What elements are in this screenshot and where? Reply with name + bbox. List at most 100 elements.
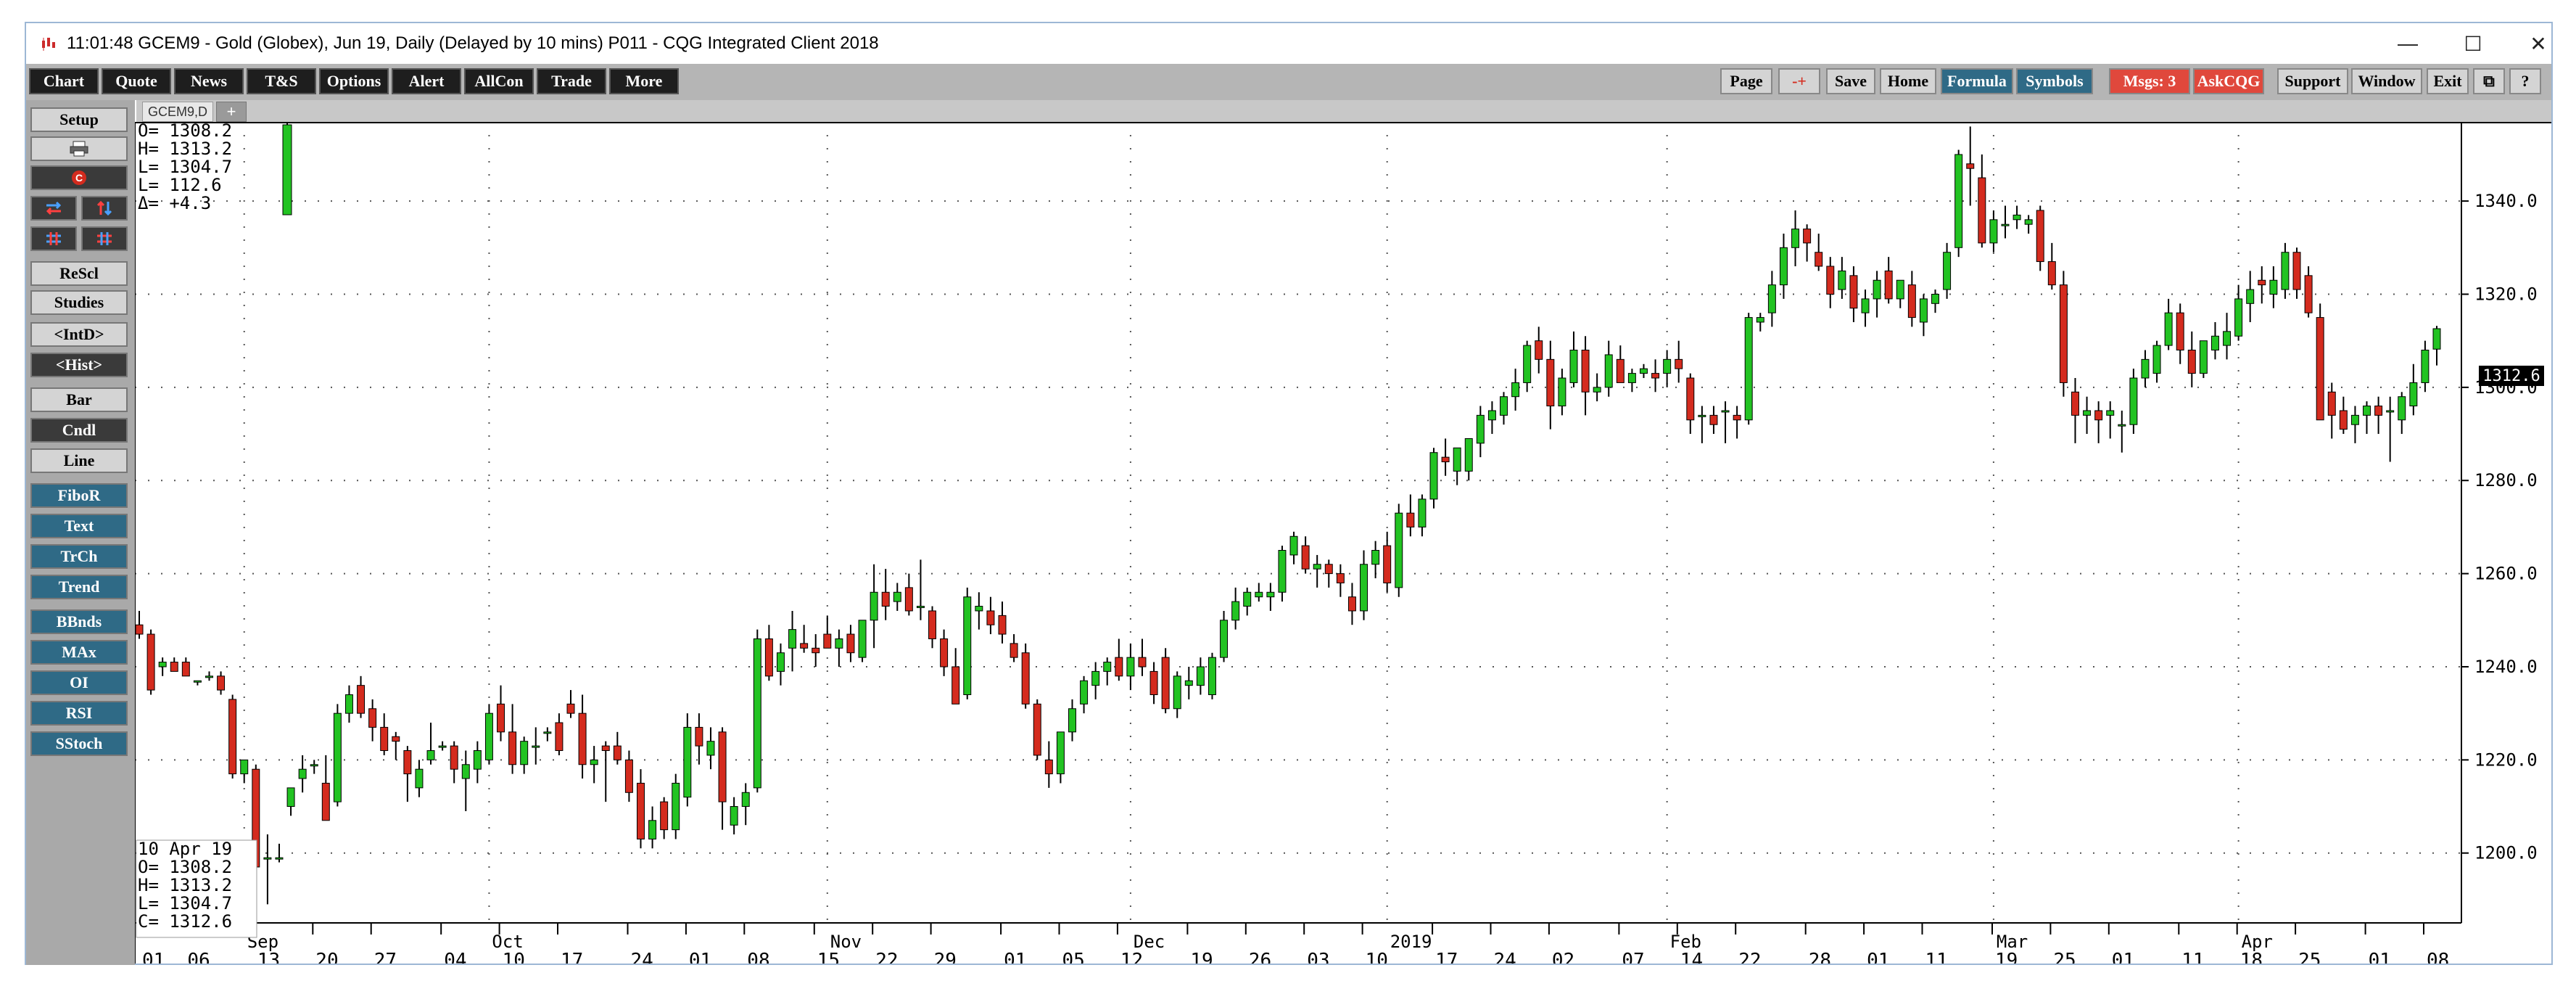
rsi-button[interactable]: RSI — [30, 701, 128, 726]
y-tick-label: 1280.0 — [2474, 470, 2538, 490]
studies-button[interactable]: Studies — [30, 290, 128, 315]
candle-chart-button[interactable]: Cndl — [30, 418, 128, 443]
messages-button[interactable]: Msgs: 3 — [2109, 68, 2190, 94]
candle-body — [776, 652, 785, 672]
close-icon[interactable]: ✕ — [2530, 32, 2547, 55]
candle-body — [637, 782, 645, 839]
candle-body — [1709, 414, 1718, 425]
tab-gcem9[interactable]: GCEM9,D — [142, 102, 213, 122]
add-tab-button[interactable]: + — [216, 102, 247, 122]
candle-body — [170, 662, 178, 672]
candle-body — [532, 745, 540, 748]
main-toolbar: Chart Quote News T&S Options Alert AllCo… — [26, 64, 2551, 100]
y-tick-label: 1260.0 — [2474, 564, 2538, 584]
candle-body — [2350, 414, 2359, 425]
help-icon[interactable]: ? — [2509, 68, 2541, 94]
y-tick-label: 1200.0 — [2474, 843, 2538, 863]
moving-average-button[interactable]: MAx — [30, 640, 128, 665]
trend-line-button[interactable]: Trend — [30, 575, 128, 599]
candle-body — [415, 768, 424, 789]
title-bar[interactable]: 11:01:48 GCEM9 - Gold (Globex), Jun 19, … — [26, 23, 2551, 64]
candle-body — [916, 606, 925, 609]
grid-cross-icon[interactable] — [30, 226, 77, 251]
open-interest-button[interactable]: OI — [30, 670, 128, 695]
exit-button[interactable]: Exit — [2427, 68, 2469, 94]
grid-cross-alt-icon[interactable] — [81, 226, 128, 251]
swap-vertical-icon[interactable] — [81, 196, 128, 221]
candle-body — [1604, 354, 1613, 388]
trend-channel-button[interactable]: TrCh — [30, 544, 128, 569]
allcon-button[interactable]: AllCon — [464, 68, 534, 94]
price-chart[interactable]: 1200.01220.01240.01260.01280.01300.01320… — [135, 122, 2551, 964]
candle-body — [426, 750, 435, 760]
home-button[interactable]: Home — [1880, 68, 1936, 94]
symbols-button[interactable]: Symbols — [2016, 68, 2093, 94]
cqg-logo-icon[interactable]: C — [30, 165, 128, 190]
candle-body — [1767, 284, 1776, 313]
y-tick-label: 1320.0 — [2474, 284, 2538, 304]
candle-body — [1581, 350, 1590, 393]
chart-tab-strip: GCEM9,D + — [136, 100, 2551, 122]
time-and-sales-button[interactable]: T&S — [247, 68, 316, 94]
support-button[interactable]: Support — [2277, 68, 2348, 94]
setup-button[interactable]: Setup — [30, 107, 128, 132]
rescale-button[interactable]: ReScl — [30, 261, 128, 286]
candle-body — [1744, 317, 1753, 421]
page-button[interactable]: Page — [1720, 68, 1772, 94]
chart-button[interactable]: Chart — [29, 68, 99, 94]
candle-body — [2187, 350, 2196, 374]
slow-stochastic-button[interactable]: SStoch — [30, 731, 128, 756]
options-button[interactable]: Options — [319, 68, 389, 94]
month-label: Apr — [2242, 932, 2273, 952]
printer-icon[interactable] — [30, 136, 128, 161]
month-label: Oct — [492, 932, 523, 952]
candle-body — [1255, 591, 1263, 598]
bar-chart-button[interactable]: Bar — [30, 387, 128, 412]
candle-body — [741, 792, 750, 808]
candle-body — [321, 782, 330, 821]
candle-body — [1184, 680, 1193, 686]
swap-horizontal-icon[interactable] — [30, 196, 77, 221]
candle-body — [1406, 512, 1415, 527]
candle-body — [2001, 223, 2010, 226]
news-button[interactable]: News — [174, 68, 244, 94]
day-label: 05 — [1062, 950, 1084, 964]
text-tool-button[interactable]: Text — [30, 514, 128, 538]
candle-body — [310, 764, 318, 767]
candle-body — [963, 596, 972, 695]
candle-body — [951, 666, 960, 705]
candle-body — [823, 633, 832, 649]
line-chart-button[interactable]: Line — [30, 448, 128, 473]
candle-body — [1220, 620, 1229, 658]
restore-icon[interactable]: ⧉ — [2473, 68, 2505, 94]
trade-button[interactable]: Trade — [537, 68, 606, 94]
ohlc-bottom-line: 10 Apr 19 — [138, 839, 232, 859]
day-label: 26 — [1249, 950, 1271, 964]
zoom-button[interactable]: -+ — [1778, 68, 1820, 94]
candle-body — [1429, 452, 1438, 500]
candle-body — [2258, 279, 2266, 286]
intraday-button[interactable]: <IntD> — [30, 322, 128, 347]
formula-button[interactable]: Formula — [1941, 68, 2013, 94]
bollinger-bands-button[interactable]: BBnds — [30, 609, 128, 634]
more-button[interactable]: More — [609, 68, 679, 94]
window-button[interactable]: Window — [2351, 68, 2422, 94]
maximize-icon[interactable]: ☐ — [2464, 32, 2482, 55]
minimize-icon[interactable]: — — [2398, 32, 2418, 54]
candle-body — [497, 703, 505, 733]
y-tick-label: 1240.0 — [2474, 657, 2538, 677]
candle-body — [520, 741, 529, 765]
historical-button[interactable]: <Hist> — [30, 353, 128, 377]
quote-button[interactable]: Quote — [102, 68, 171, 94]
month-label: Feb — [1670, 932, 1701, 952]
svg-text:C: C — [75, 172, 83, 184]
candle-body — [1360, 564, 1368, 612]
candle-body — [217, 675, 226, 691]
fibonacci-tool-button[interactable]: FiboR — [30, 483, 128, 508]
askcqg-button[interactable]: AskCQG — [2193, 68, 2264, 94]
save-button[interactable]: Save — [1826, 68, 1875, 94]
day-label: 10 — [1366, 950, 1388, 964]
candle-body — [730, 806, 738, 826]
candle-body — [1884, 270, 1893, 300]
alert-button[interactable]: Alert — [392, 68, 461, 94]
